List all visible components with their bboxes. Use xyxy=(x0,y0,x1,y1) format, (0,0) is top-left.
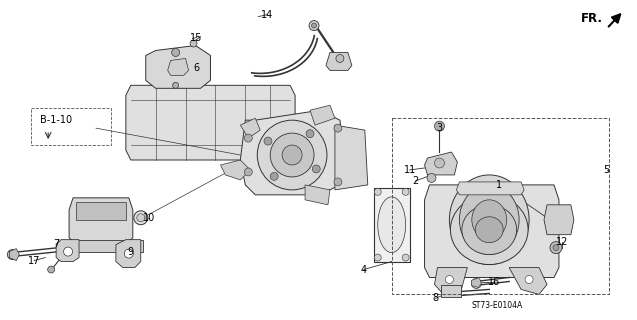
Circle shape xyxy=(64,247,73,256)
Text: 11: 11 xyxy=(403,165,416,175)
Circle shape xyxy=(334,124,342,132)
Circle shape xyxy=(553,244,559,251)
Circle shape xyxy=(171,49,180,56)
Polygon shape xyxy=(471,277,482,287)
Circle shape xyxy=(550,242,562,253)
Text: 15: 15 xyxy=(190,33,203,43)
Text: 2: 2 xyxy=(412,176,419,186)
Polygon shape xyxy=(116,240,141,268)
Circle shape xyxy=(334,178,342,186)
Circle shape xyxy=(306,130,314,138)
Polygon shape xyxy=(146,45,210,88)
Circle shape xyxy=(375,254,381,261)
Text: 1: 1 xyxy=(496,180,503,190)
Circle shape xyxy=(402,188,409,195)
Ellipse shape xyxy=(475,217,503,243)
Text: 12: 12 xyxy=(555,237,568,247)
Polygon shape xyxy=(240,118,261,138)
Circle shape xyxy=(312,165,320,173)
Text: ST73-E0104A: ST73-E0104A xyxy=(471,301,522,310)
Polygon shape xyxy=(69,198,132,242)
Text: 7: 7 xyxy=(53,239,59,249)
Polygon shape xyxy=(456,182,524,195)
Ellipse shape xyxy=(450,195,528,265)
Ellipse shape xyxy=(450,175,529,265)
Text: 9: 9 xyxy=(128,247,134,257)
Circle shape xyxy=(311,23,317,28)
Ellipse shape xyxy=(462,205,517,255)
Circle shape xyxy=(270,133,314,177)
Bar xyxy=(31,108,111,145)
Circle shape xyxy=(270,172,278,180)
Circle shape xyxy=(402,254,409,261)
Circle shape xyxy=(471,278,482,288)
Circle shape xyxy=(134,211,148,225)
Bar xyxy=(392,118,609,294)
Circle shape xyxy=(245,168,252,176)
Circle shape xyxy=(257,120,327,190)
Ellipse shape xyxy=(472,200,506,240)
Text: 5: 5 xyxy=(604,165,610,175)
Text: FR.: FR. xyxy=(581,12,603,25)
Ellipse shape xyxy=(459,185,519,255)
Polygon shape xyxy=(76,202,126,220)
Text: 17: 17 xyxy=(28,256,40,266)
Polygon shape xyxy=(509,268,547,294)
Polygon shape xyxy=(305,185,330,205)
Circle shape xyxy=(434,121,445,131)
Circle shape xyxy=(264,137,272,145)
Circle shape xyxy=(190,40,197,47)
Text: 3: 3 xyxy=(436,123,443,133)
Text: 6: 6 xyxy=(194,63,199,73)
Text: 14: 14 xyxy=(261,10,273,20)
Circle shape xyxy=(137,214,145,222)
Ellipse shape xyxy=(378,197,406,252)
Polygon shape xyxy=(424,185,559,277)
Circle shape xyxy=(309,20,319,31)
Circle shape xyxy=(245,134,252,142)
Polygon shape xyxy=(374,188,410,261)
Polygon shape xyxy=(10,249,19,260)
Polygon shape xyxy=(61,240,143,252)
Polygon shape xyxy=(326,52,352,70)
Polygon shape xyxy=(434,268,468,294)
Text: B-1-10: B-1-10 xyxy=(40,115,72,125)
Circle shape xyxy=(173,82,178,88)
Circle shape xyxy=(48,266,55,273)
Circle shape xyxy=(445,276,454,284)
Circle shape xyxy=(8,250,17,260)
Polygon shape xyxy=(168,59,189,76)
Polygon shape xyxy=(544,205,574,235)
Circle shape xyxy=(427,173,436,182)
Text: 4: 4 xyxy=(361,265,367,275)
Circle shape xyxy=(282,145,302,165)
Polygon shape xyxy=(441,285,461,297)
Polygon shape xyxy=(56,240,79,261)
Circle shape xyxy=(525,276,533,284)
Polygon shape xyxy=(424,152,457,175)
Polygon shape xyxy=(310,105,335,125)
Circle shape xyxy=(375,188,381,195)
Text: 16: 16 xyxy=(488,277,500,287)
Circle shape xyxy=(124,249,133,258)
Circle shape xyxy=(434,158,445,168)
Circle shape xyxy=(336,54,344,62)
Text: 10: 10 xyxy=(143,213,155,223)
Polygon shape xyxy=(240,110,345,195)
Polygon shape xyxy=(335,125,368,190)
Polygon shape xyxy=(126,85,295,160)
Text: 8: 8 xyxy=(433,293,438,303)
Polygon shape xyxy=(220,160,250,180)
